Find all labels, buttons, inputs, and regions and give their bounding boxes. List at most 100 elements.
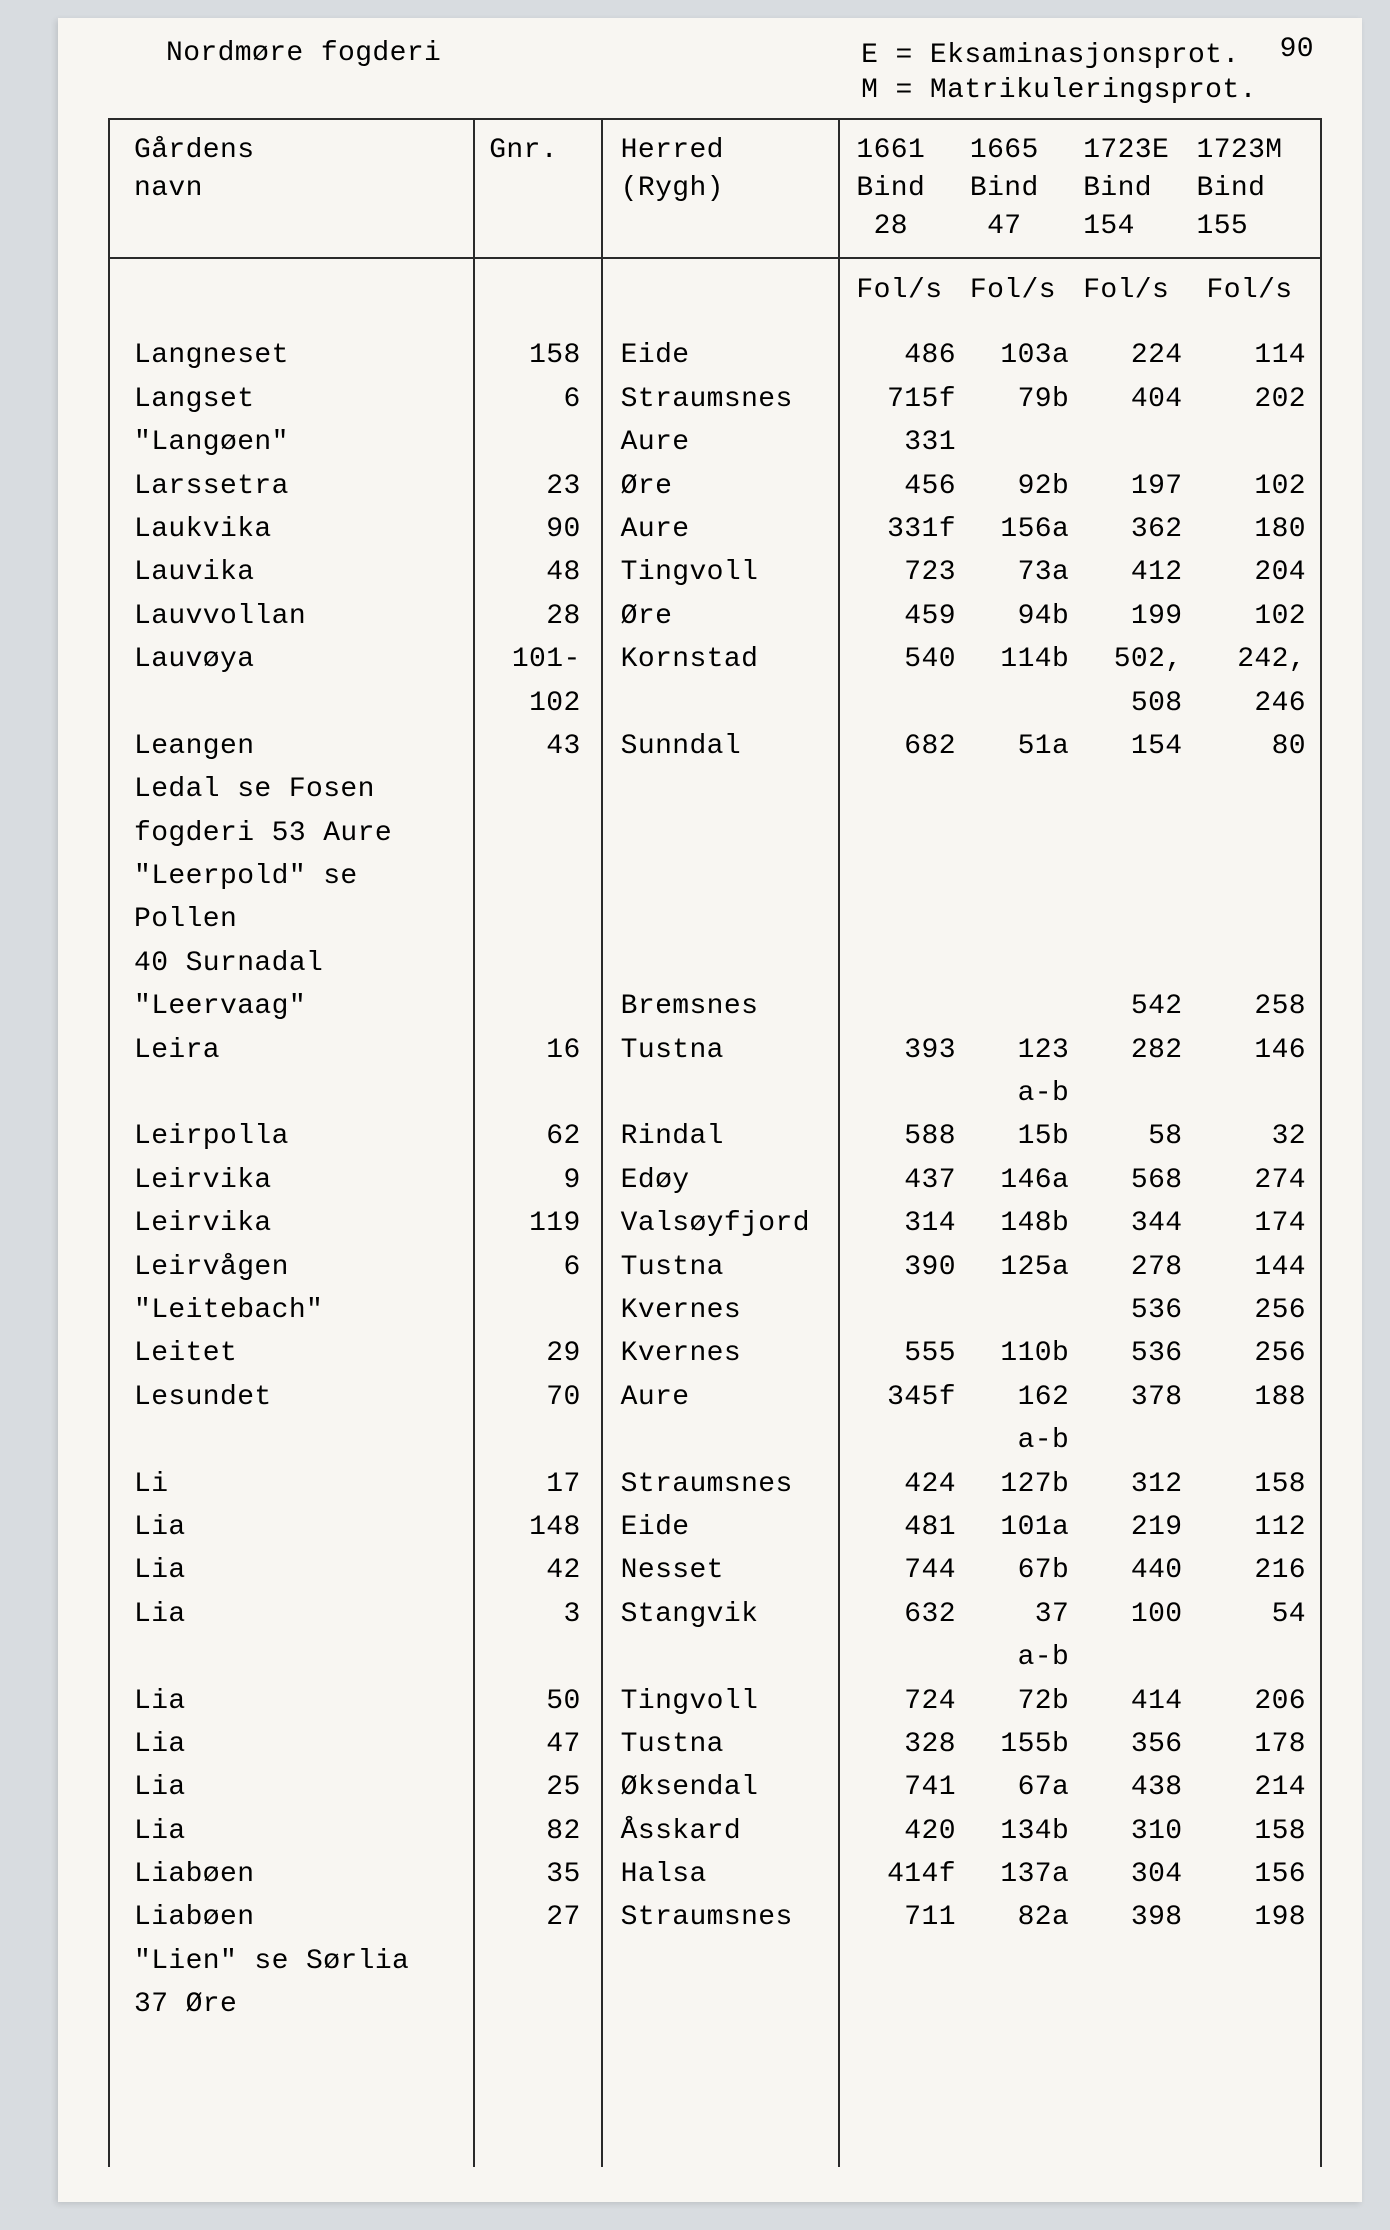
cell-1723e: 100 (1083, 1593, 1196, 1680)
cell-1665: 92b (970, 465, 1083, 508)
cell-1723m: 158 (1197, 1810, 1322, 1853)
cell-herred: Tustna (602, 1029, 840, 1116)
cell-1723e: 310 (1083, 1810, 1196, 1853)
cell-name: Leangen (109, 725, 474, 768)
cell-herred: Tingvoll (602, 1680, 840, 1723)
cell-1723e: 199 (1083, 595, 1196, 638)
cell-name: Leitet (109, 1332, 474, 1375)
cell-herred: Eide (602, 334, 840, 377)
table-row: Li17Straumsnes424127b312158 (109, 1463, 1321, 1506)
cell-1661: 741 (839, 1766, 970, 1809)
cell-gnr: 101-102 (474, 638, 601, 725)
register-table: Gårdens navn Gnr. Herred (Rygh) 1661 Bin… (108, 118, 1322, 2167)
header-row-1: Gårdens navn Gnr. Herred (Rygh) 1661 Bin… (109, 119, 1321, 258)
cell-1665: 146a (970, 1159, 1083, 1202)
cell-1661: 420 (839, 1810, 970, 1853)
cell-1723m: 174 (1197, 1202, 1322, 1245)
table-row: "Leerpold" se Pollen40 Surnadal (109, 855, 1321, 985)
cell-1723e: 404 (1083, 378, 1196, 421)
cell-1723m: 274 (1197, 1159, 1322, 1202)
cell-1665: 134b (970, 1810, 1083, 1853)
cell-gnr: 119 (474, 1202, 601, 1245)
cell-name: Lauvvollan (109, 595, 474, 638)
cell-gnr: 50 (474, 1680, 601, 1723)
cell-1723m: 112 (1197, 1506, 1322, 1549)
table-row: Leirvika9Edøy437146a568274 (109, 1159, 1321, 1202)
cell-1723m: 206 (1197, 1680, 1322, 1723)
cell-1723m: 256 (1197, 1332, 1322, 1375)
cell-1723m: 54 (1197, 1593, 1322, 1680)
cell-1723m: 178 (1197, 1723, 1322, 1766)
cell-1723e: 414 (1083, 1680, 1196, 1723)
col-name: Gårdens navn (109, 119, 474, 258)
cell-1723m (1197, 1940, 1322, 2027)
cell-name: Larssetra (109, 465, 474, 508)
table-row: "Leitebach"Kvernes536256 (109, 1289, 1321, 1332)
cell-1665: 148b (970, 1202, 1083, 1245)
cell-herred: Straumsnes (602, 378, 840, 421)
cell-name: "Lien" se Sørlia37 Øre (109, 1940, 474, 2027)
cell-1665: 156a (970, 508, 1083, 551)
cell-1723m: 114 (1197, 334, 1322, 377)
col-1723m: 1723M Bind 155 (1197, 119, 1322, 258)
cell-herred: Eide (602, 1506, 840, 1549)
cell-1661: 456 (839, 465, 970, 508)
cell-1723e (1083, 421, 1196, 464)
cell-1661: 331f (839, 508, 970, 551)
cell-1661 (839, 985, 970, 1028)
col-gnr: Gnr. (474, 119, 601, 258)
cell-1723e: 412 (1083, 551, 1196, 594)
table-row: Leitet29Kvernes555110b536256 (109, 1332, 1321, 1375)
cell-1661: 682 (839, 725, 970, 768)
cell-1723m: 256 (1197, 1289, 1322, 1332)
cell-herred: Valsøyfjord (602, 1202, 840, 1245)
cell-1665: 79b (970, 378, 1083, 421)
cell-gnr: 29 (474, 1332, 601, 1375)
cell-1661: 437 (839, 1159, 970, 1202)
cell-1661: 632 (839, 1593, 970, 1680)
cell-1723m (1197, 421, 1322, 464)
table-row: Leirvågen6Tustna390125a278144 (109, 1246, 1321, 1289)
cell-1665 (970, 1940, 1083, 2027)
cell-gnr (474, 768, 601, 855)
cell-name: Liabøen (109, 1853, 474, 1896)
cell-1661: 540 (839, 638, 970, 725)
cell-1723e (1083, 768, 1196, 855)
table-row: Leangen43Sunndal68251a15480 (109, 725, 1321, 768)
cell-1661: 314 (839, 1202, 970, 1245)
cell-gnr: 3 (474, 1593, 601, 1680)
cell-herred: Stangvik (602, 1593, 840, 1680)
cell-1661: 424 (839, 1463, 970, 1506)
cell-1723e: 542 (1083, 985, 1196, 1028)
cell-gnr: 90 (474, 508, 601, 551)
table-row: Laukvika90Aure331f156a362180 (109, 508, 1321, 551)
cell-1723m: 188 (1197, 1376, 1322, 1463)
cell-1661: 588 (839, 1115, 970, 1158)
cell-gnr: 148 (474, 1506, 601, 1549)
cell-gnr (474, 985, 601, 1028)
cell-gnr: 42 (474, 1549, 601, 1592)
cell-name: Lia (109, 1549, 474, 1592)
cell-1723e: 224 (1083, 334, 1196, 377)
cell-1665 (970, 855, 1083, 985)
cell-1665: 125a (970, 1246, 1083, 1289)
col-1723e: 1723E Bind 154 (1083, 119, 1196, 258)
cell-1665: 110b (970, 1332, 1083, 1375)
cell-1665: 123a-b (970, 1029, 1083, 1116)
cell-1723m: 242,246 (1197, 638, 1322, 725)
cell-1723m: 80 (1197, 725, 1322, 768)
cell-herred: Øre (602, 595, 840, 638)
cell-1661: 555 (839, 1332, 970, 1375)
cell-1661: 711 (839, 1896, 970, 1939)
cell-1723e: 378 (1083, 1376, 1196, 1463)
cell-1665: 67a (970, 1766, 1083, 1809)
cell-1723e: 344 (1083, 1202, 1196, 1245)
cell-1723m: 214 (1197, 1766, 1322, 1809)
cell-herred: Straumsnes (602, 1463, 840, 1506)
cell-1723m: 32 (1197, 1115, 1322, 1158)
cell-1723m (1197, 768, 1322, 855)
cell-1661: 393 (839, 1029, 970, 1116)
cell-gnr: 158 (474, 334, 601, 377)
cell-name: Lia (109, 1766, 474, 1809)
cell-1661 (839, 768, 970, 855)
